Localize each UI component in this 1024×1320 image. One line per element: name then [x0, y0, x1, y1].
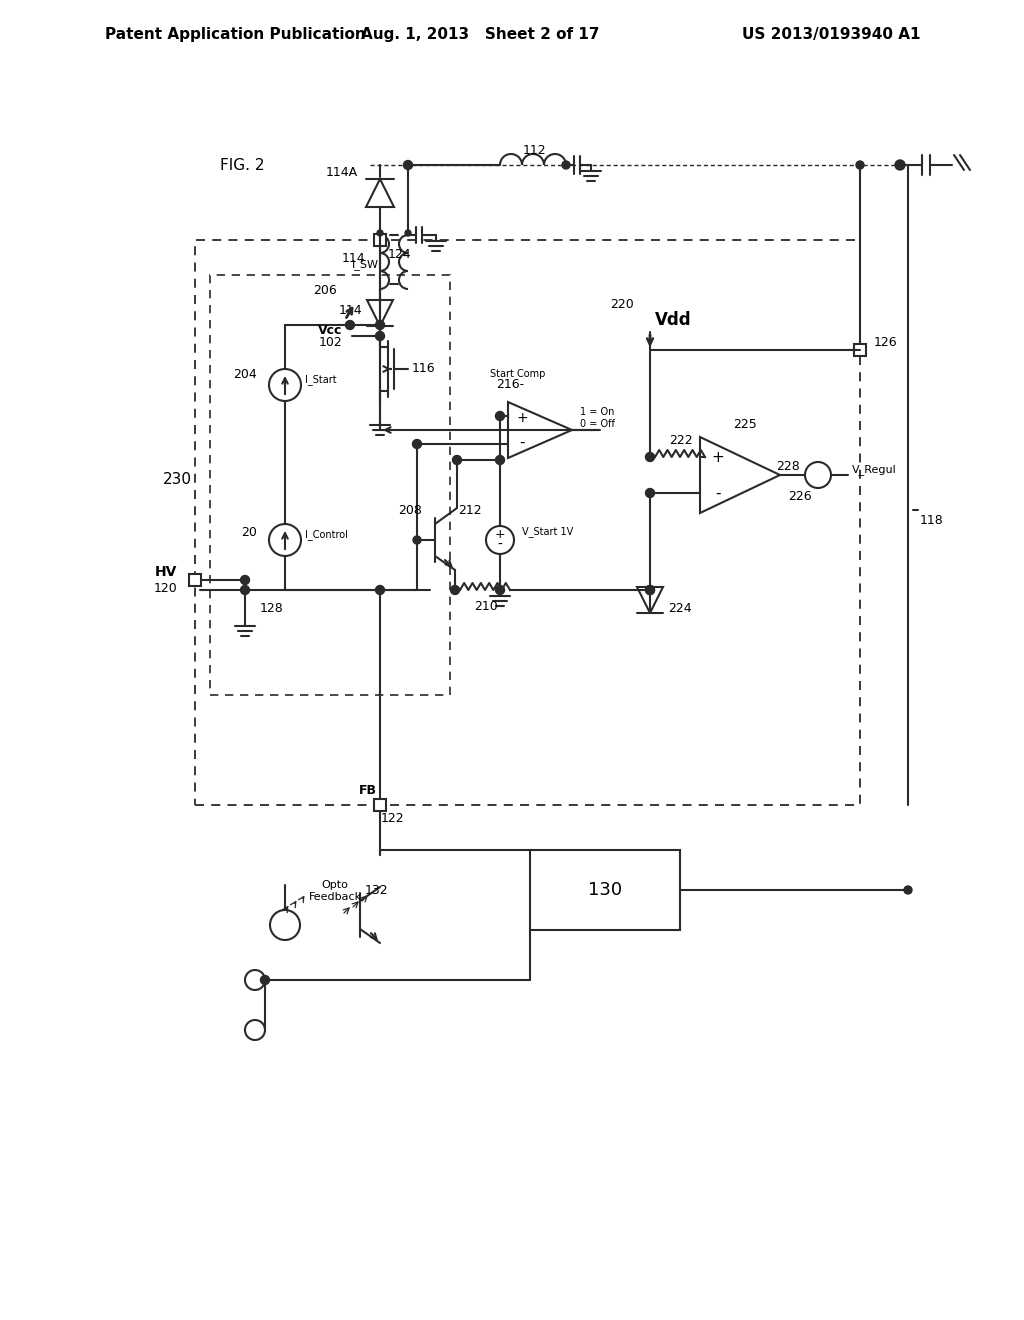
Text: 118: 118	[920, 513, 944, 527]
Text: 112: 112	[522, 144, 546, 157]
Circle shape	[377, 230, 383, 236]
Text: 126: 126	[874, 335, 898, 348]
Circle shape	[413, 536, 421, 544]
Bar	[210, 275, 450, 696]
Text: 224: 224	[668, 602, 691, 615]
Circle shape	[451, 586, 460, 594]
Text: 210: 210	[474, 599, 498, 612]
Text: I_Control: I_Control	[305, 529, 348, 540]
Circle shape	[241, 586, 250, 594]
Text: 204: 204	[233, 368, 257, 381]
Text: 120: 120	[154, 582, 177, 594]
Text: V_Regul: V_Regul	[852, 465, 897, 475]
Text: 226: 226	[788, 491, 812, 503]
Text: 114A: 114A	[326, 166, 358, 180]
Text: 1 = On: 1 = On	[580, 407, 614, 417]
Text: FIG. 2: FIG. 2	[220, 157, 264, 173]
Text: Feedback: Feedback	[308, 892, 361, 902]
Text: 114: 114	[341, 252, 365, 264]
Text: Start Comp: Start Comp	[490, 370, 546, 379]
Bar	[374, 234, 386, 246]
Circle shape	[453, 455, 462, 465]
Circle shape	[496, 412, 505, 421]
Text: 225: 225	[733, 418, 757, 432]
Circle shape	[645, 586, 654, 594]
Bar	[374, 799, 386, 810]
Bar	[189, 574, 201, 586]
Text: FB: FB	[359, 784, 377, 797]
Bar	[854, 345, 866, 356]
Text: 102: 102	[318, 337, 342, 350]
Circle shape	[856, 161, 864, 169]
Circle shape	[403, 161, 413, 169]
Text: 122: 122	[380, 813, 403, 825]
Circle shape	[376, 586, 384, 594]
Circle shape	[413, 440, 422, 449]
Text: V_Start 1V: V_Start 1V	[522, 527, 573, 537]
Text: I_SW: I_SW	[351, 260, 379, 271]
Text: 228: 228	[776, 461, 800, 474]
Circle shape	[406, 230, 411, 236]
Circle shape	[260, 975, 269, 985]
Circle shape	[241, 576, 250, 585]
Bar	[195, 240, 860, 805]
Text: -: -	[498, 539, 503, 552]
Text: Aug. 1, 2013   Sheet 2 of 17: Aug. 1, 2013 Sheet 2 of 17	[360, 28, 599, 42]
Text: 222: 222	[670, 434, 693, 447]
Circle shape	[376, 331, 384, 341]
Text: Patent Application Publication: Patent Application Publication	[105, 28, 366, 42]
Circle shape	[496, 455, 505, 465]
Circle shape	[904, 886, 912, 894]
Text: 208: 208	[398, 503, 422, 516]
Text: 230: 230	[163, 473, 193, 487]
Circle shape	[496, 586, 505, 594]
Circle shape	[645, 453, 654, 462]
Text: 128: 128	[260, 602, 284, 615]
Circle shape	[562, 161, 570, 169]
Text: 132: 132	[365, 883, 389, 896]
Text: Vdd: Vdd	[655, 312, 691, 329]
Text: Opto: Opto	[322, 880, 348, 890]
Text: 20: 20	[241, 525, 257, 539]
Text: 0 = Off: 0 = Off	[580, 418, 614, 429]
Circle shape	[345, 321, 354, 330]
Text: +: +	[712, 450, 724, 465]
Text: 124: 124	[388, 248, 412, 261]
Text: I_Start: I_Start	[305, 375, 337, 385]
Circle shape	[376, 321, 384, 330]
Text: +: +	[516, 411, 527, 425]
Text: 220: 220	[610, 298, 634, 312]
Text: US 2013/0193940 A1: US 2013/0193940 A1	[741, 28, 920, 42]
Text: 212: 212	[458, 503, 482, 516]
Text: 130: 130	[588, 880, 622, 899]
Circle shape	[895, 160, 905, 170]
Circle shape	[645, 488, 654, 498]
Text: HV: HV	[155, 565, 177, 579]
Text: 216-: 216-	[496, 379, 524, 392]
Text: 114: 114	[338, 305, 362, 318]
Text: 116: 116	[412, 363, 435, 375]
Text: 206: 206	[313, 284, 337, 297]
Text: -: -	[715, 486, 721, 500]
Text: Vcc: Vcc	[317, 323, 342, 337]
Bar	[530, 850, 680, 931]
Text: -: -	[519, 434, 524, 450]
Text: +: +	[495, 528, 505, 541]
Circle shape	[645, 586, 654, 594]
